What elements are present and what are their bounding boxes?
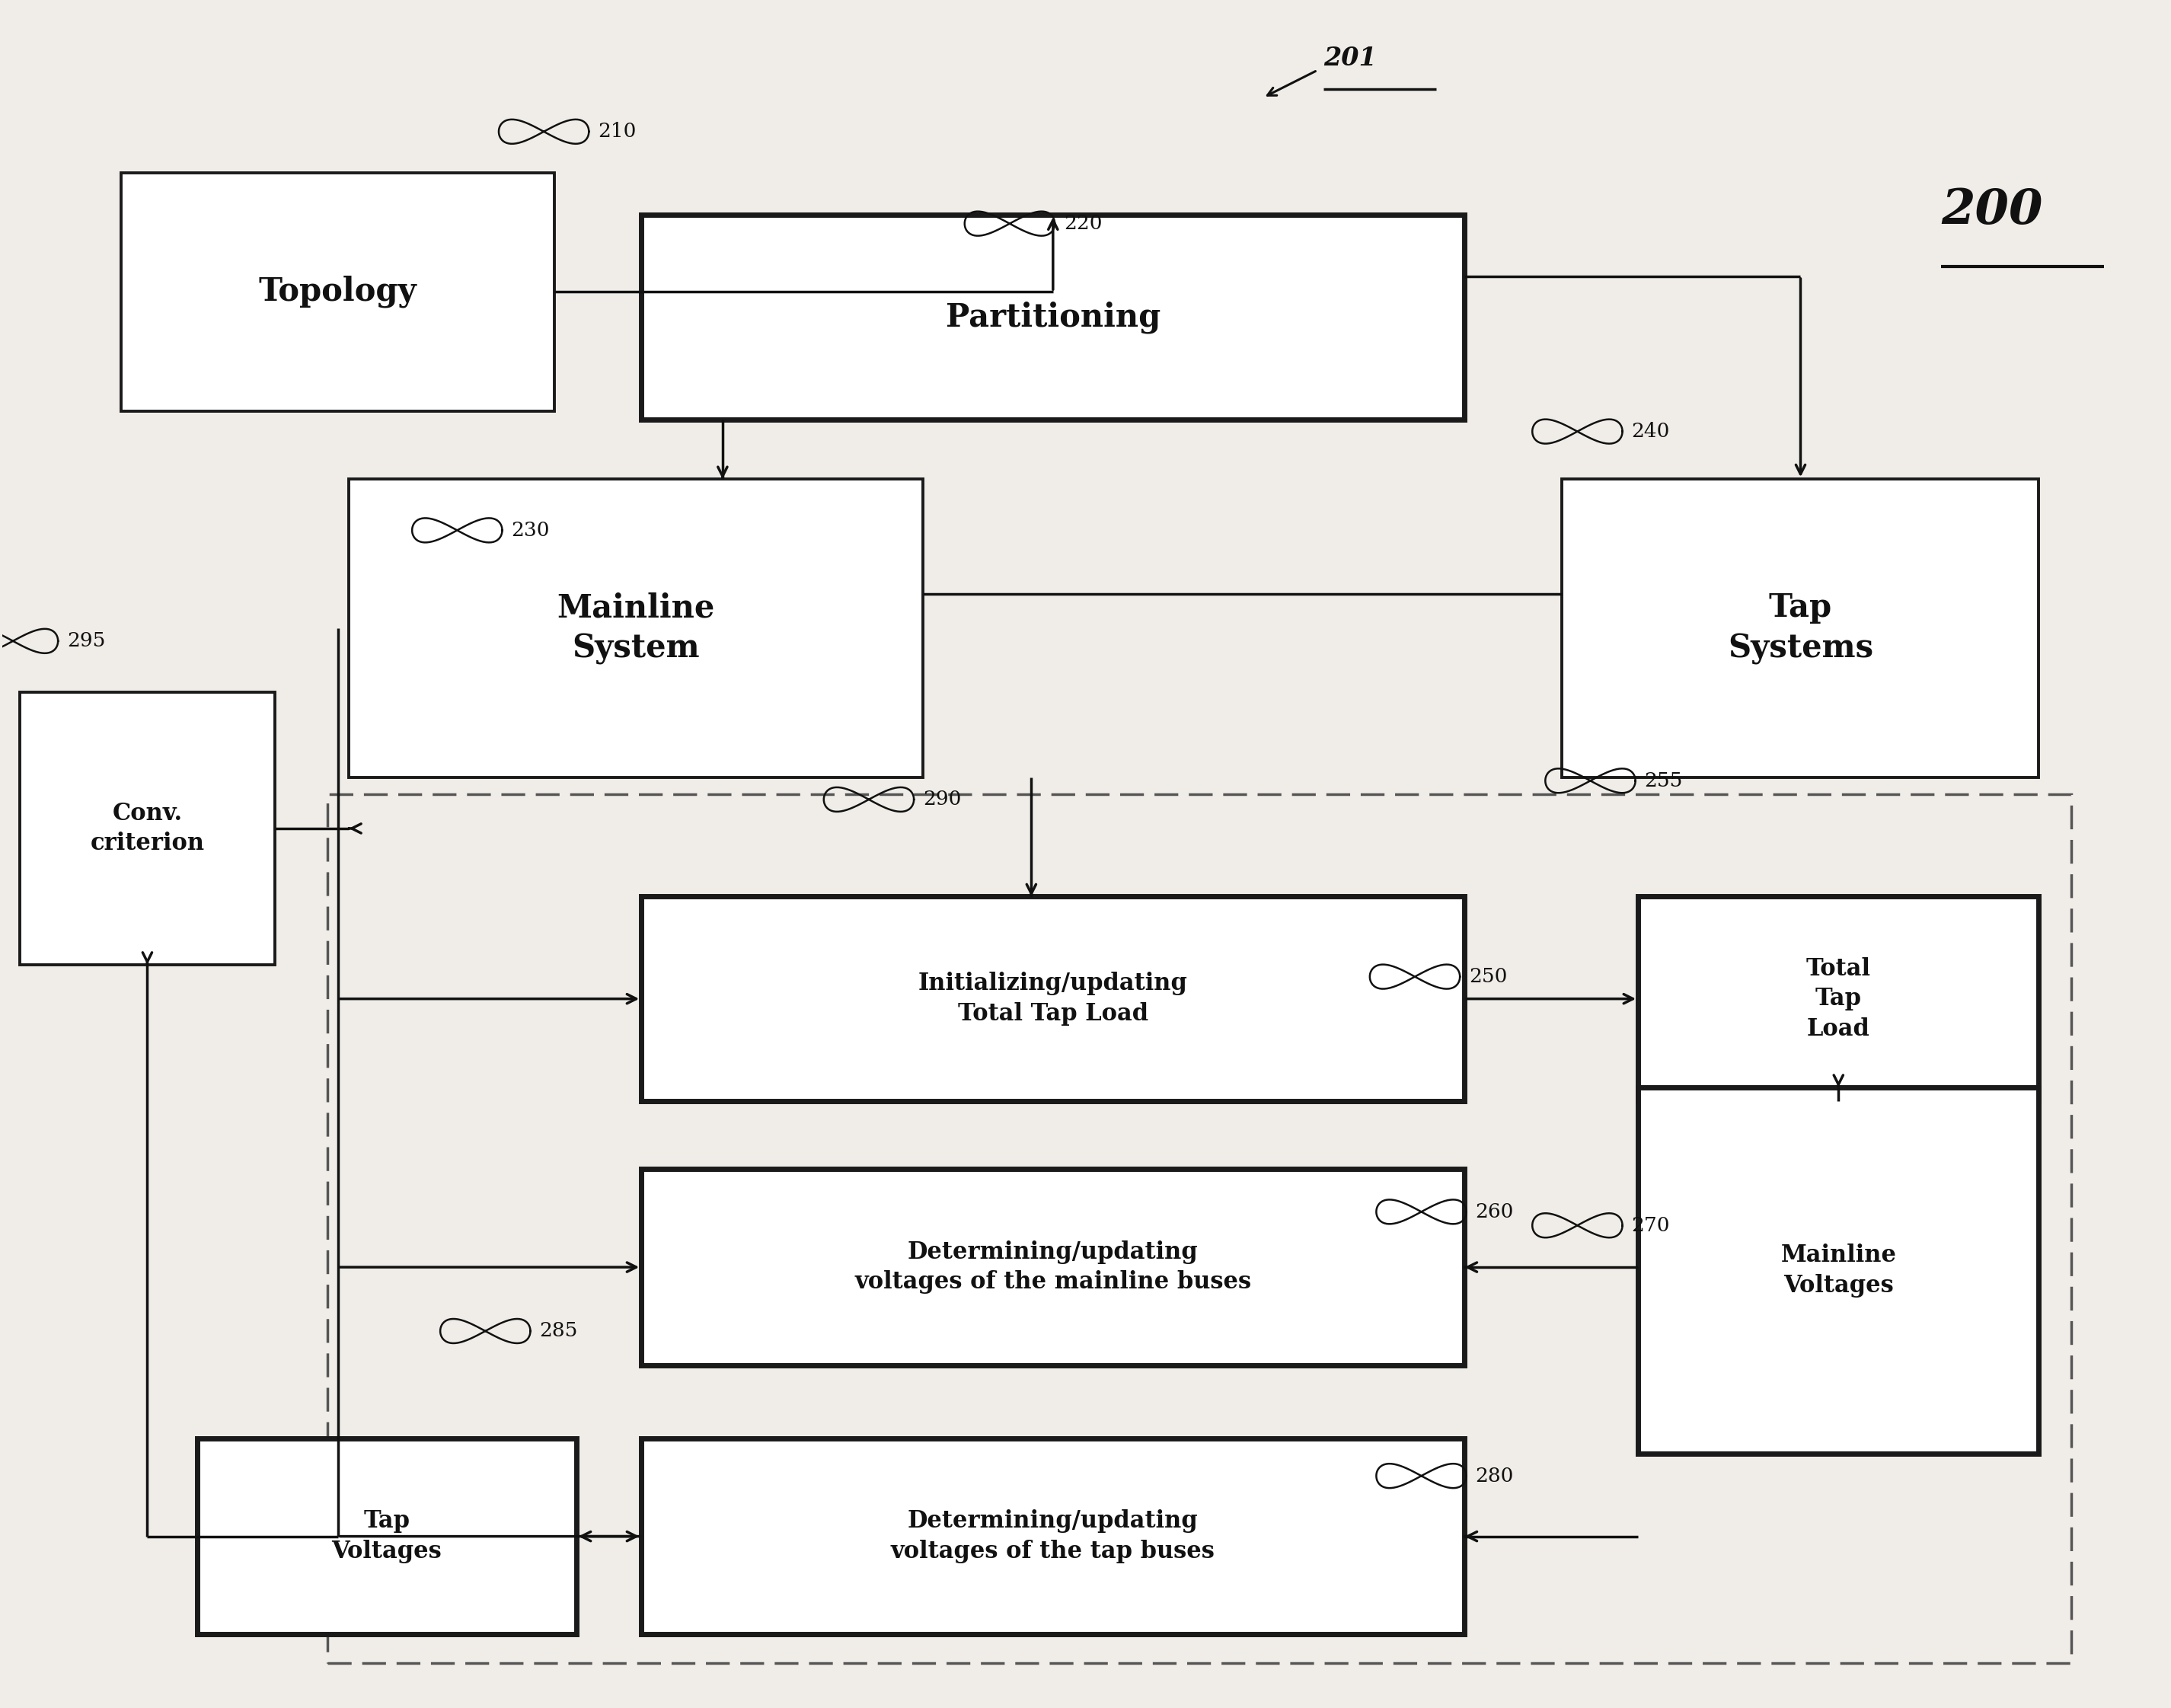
Text: Tap
Systems: Tap Systems	[1728, 591, 1874, 664]
Text: Determining/updating
voltages of the mainline buses: Determining/updating voltages of the mai…	[855, 1240, 1250, 1295]
Text: 295: 295	[67, 632, 106, 651]
FancyBboxPatch shape	[640, 215, 1465, 420]
Text: 200: 200	[1941, 188, 2043, 234]
Text: 255: 255	[1643, 772, 1683, 791]
FancyBboxPatch shape	[1639, 897, 2039, 1102]
FancyBboxPatch shape	[122, 173, 554, 412]
Text: Partitioning: Partitioning	[947, 301, 1161, 333]
Text: 250: 250	[1470, 967, 1507, 986]
Text: Mainline
Voltages: Mainline Voltages	[1780, 1243, 1895, 1298]
Text: 285: 285	[538, 1322, 577, 1341]
Text: Mainline
System: Mainline System	[558, 591, 714, 664]
FancyBboxPatch shape	[350, 480, 923, 777]
Text: Determining/updating
voltages of the tap buses: Determining/updating voltages of the tap…	[890, 1510, 1216, 1563]
FancyBboxPatch shape	[1639, 1088, 2039, 1454]
FancyBboxPatch shape	[640, 897, 1465, 1102]
Text: 290: 290	[923, 791, 962, 810]
Text: Total
Tap
Load: Total Tap Load	[1806, 956, 1871, 1040]
FancyBboxPatch shape	[198, 1438, 575, 1635]
Text: Conv.
criterion: Conv. criterion	[91, 801, 204, 856]
FancyBboxPatch shape	[640, 1170, 1465, 1365]
Text: 220: 220	[1064, 214, 1103, 232]
Text: 240: 240	[1633, 422, 1669, 441]
Text: Tap
Voltages: Tap Voltages	[332, 1510, 443, 1563]
Text: Topology: Topology	[258, 275, 417, 307]
Text: Initializing/updating
Total Tap Load: Initializing/updating Total Tap Load	[918, 972, 1188, 1025]
Text: 260: 260	[1476, 1202, 1513, 1221]
Text: 230: 230	[512, 521, 549, 540]
Text: 270: 270	[1633, 1216, 1669, 1235]
Text: 201: 201	[1324, 46, 1376, 72]
FancyBboxPatch shape	[20, 692, 276, 965]
FancyBboxPatch shape	[1563, 480, 2039, 777]
Text: 210: 210	[597, 121, 636, 142]
FancyBboxPatch shape	[640, 1438, 1465, 1635]
Text: 280: 280	[1476, 1467, 1513, 1486]
